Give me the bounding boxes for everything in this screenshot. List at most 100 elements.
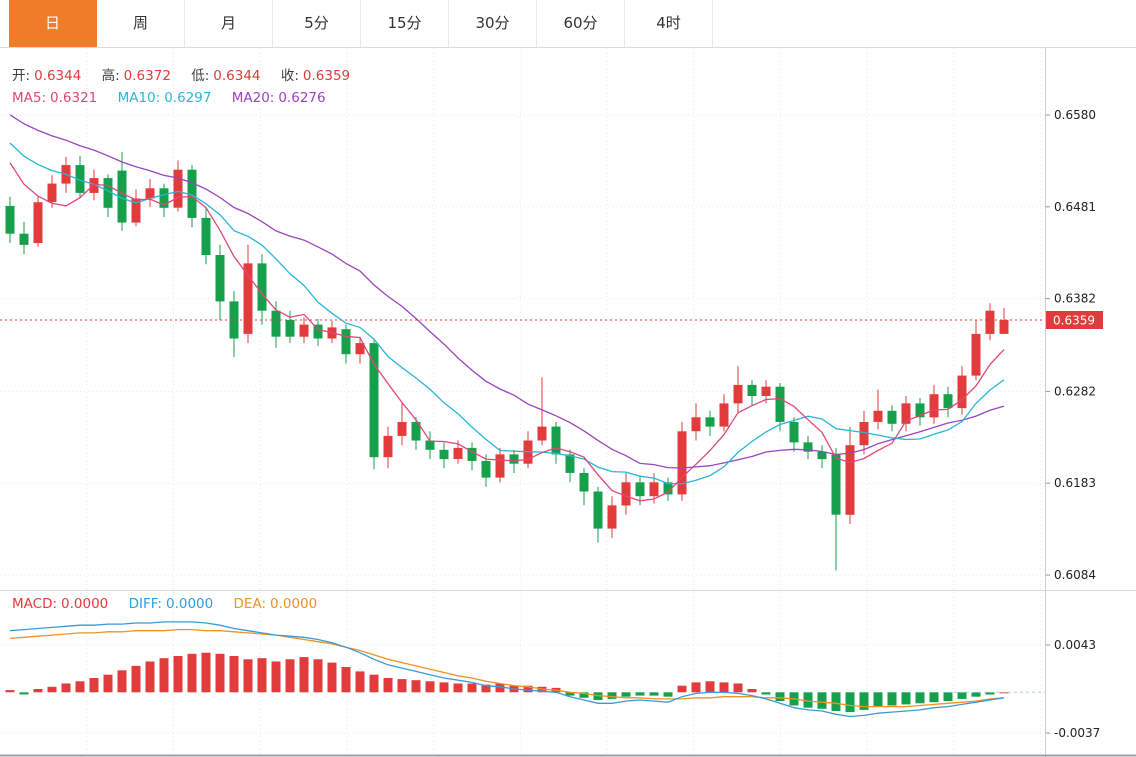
ma20-pair: MA20: 0.6276 [232, 90, 326, 106]
candle-body [579, 473, 589, 492]
candle-body [117, 170, 127, 223]
candle-body [369, 343, 379, 458]
macd-bar [747, 689, 757, 693]
tab-15min[interactable]: 15分 [361, 0, 449, 47]
tab-week[interactable]: 周 [97, 0, 185, 47]
macd-bar [453, 683, 463, 693]
macd-readout: MACD: 0.0000 DIFF: 0.0000 DEA: 0.0000 [12, 596, 333, 612]
macd-bar [901, 692, 911, 705]
candle-body [789, 422, 799, 443]
macd-bar [845, 692, 855, 713]
price-axis-label: 0.6580 [1054, 108, 1096, 122]
candle-body [705, 417, 715, 427]
macd-bar [495, 683, 505, 693]
candle-body [201, 217, 211, 255]
candle-body [5, 205, 15, 234]
macd-bar [327, 662, 337, 693]
tab-30min[interactable]: 30分 [449, 0, 537, 47]
macd-bar [817, 692, 827, 709]
macd-bar [467, 683, 477, 693]
macd-bar [173, 656, 183, 693]
macd-bar [439, 682, 449, 693]
macd-bar [985, 692, 995, 695]
ma10-line [9, 142, 1005, 485]
close-label: 收: [280, 68, 299, 84]
candle-body [901, 403, 911, 424]
candle-body [915, 403, 925, 418]
macd-bar [61, 683, 71, 693]
candle-body [229, 301, 239, 339]
tab-month[interactable]: 月 [185, 0, 273, 47]
candle-body [971, 333, 981, 376]
macd-bar [187, 653, 197, 693]
candle-body [257, 263, 267, 311]
tab-60min[interactable]: 60分 [537, 0, 625, 47]
candle-body [355, 343, 365, 355]
macd-bar [117, 670, 127, 693]
macd-bar [733, 683, 743, 693]
candle-body [425, 440, 435, 450]
tab-4hour[interactable]: 4时 [625, 0, 713, 47]
macd-bar [677, 685, 687, 693]
diff-value: 0.0000 [165, 596, 214, 612]
candle-body [929, 394, 939, 418]
macd-bar [425, 681, 435, 693]
candle-body [145, 188, 155, 199]
candle-body [551, 426, 561, 455]
ma5-value: 0.6321 [50, 90, 98, 106]
macd-bar [565, 692, 575, 696]
candle-body [383, 435, 393, 458]
macd-axis-label: -0.0037 [1054, 726, 1100, 740]
macd-bar [201, 652, 211, 693]
ma20-value: 0.6276 [278, 90, 326, 106]
candle-body [537, 426, 547, 441]
candle-body [215, 255, 225, 302]
macd-bar [103, 674, 113, 693]
macd-bar [523, 685, 533, 693]
tab-5min[interactable]: 5分 [273, 0, 361, 47]
dea-label: DEA: [233, 596, 267, 612]
macd-bar [873, 692, 883, 707]
candle-body [719, 403, 729, 427]
macd-bar [145, 661, 155, 693]
ma5-pair: MA5: 0.6321 [12, 90, 97, 106]
macd-bar [887, 692, 897, 706]
low-pair: 低: 0.6344 [191, 68, 260, 84]
candle-body [285, 320, 295, 337]
macd-axis: 0.0043 -0.0037 [1045, 638, 1100, 740]
macd-bar [215, 653, 225, 693]
macd-bar [635, 692, 645, 696]
candle-body [495, 454, 505, 478]
macd-bar [971, 692, 981, 697]
candle-body [47, 183, 57, 203]
low-label: 低: [191, 68, 210, 84]
candle-body [831, 454, 841, 515]
candle-body [621, 482, 631, 506]
macd-bar [705, 681, 715, 693]
last-price-tag-value: 0.6359 [1053, 314, 1095, 328]
candle-body [873, 410, 883, 422]
ma10-label: MA10: [117, 90, 161, 106]
candle-body [691, 417, 701, 432]
price-axis-label: 0.6481 [1054, 200, 1096, 214]
candle-body [481, 460, 491, 478]
macd-bar [33, 689, 43, 693]
macd-bar [803, 692, 813, 708]
candles-group[interactable] [5, 152, 1009, 571]
macd-axis-label: 0.0043 [1054, 638, 1096, 652]
macd-bar [397, 679, 407, 693]
last-price-tag [1046, 311, 1103, 329]
candle-body [411, 422, 421, 441]
tab-day[interactable]: 日 [9, 0, 97, 47]
macd-histogram[interactable] [5, 652, 1009, 713]
price-axis-label: 0.6282 [1054, 384, 1096, 398]
candle-body [243, 263, 253, 334]
candle-body [845, 445, 855, 515]
macd-bar [831, 692, 841, 711]
macd-bar [411, 680, 421, 693]
macd-bar [19, 692, 29, 695]
candle-body [663, 482, 673, 495]
ma20-line [9, 114, 1005, 469]
macd-bar [285, 659, 295, 693]
